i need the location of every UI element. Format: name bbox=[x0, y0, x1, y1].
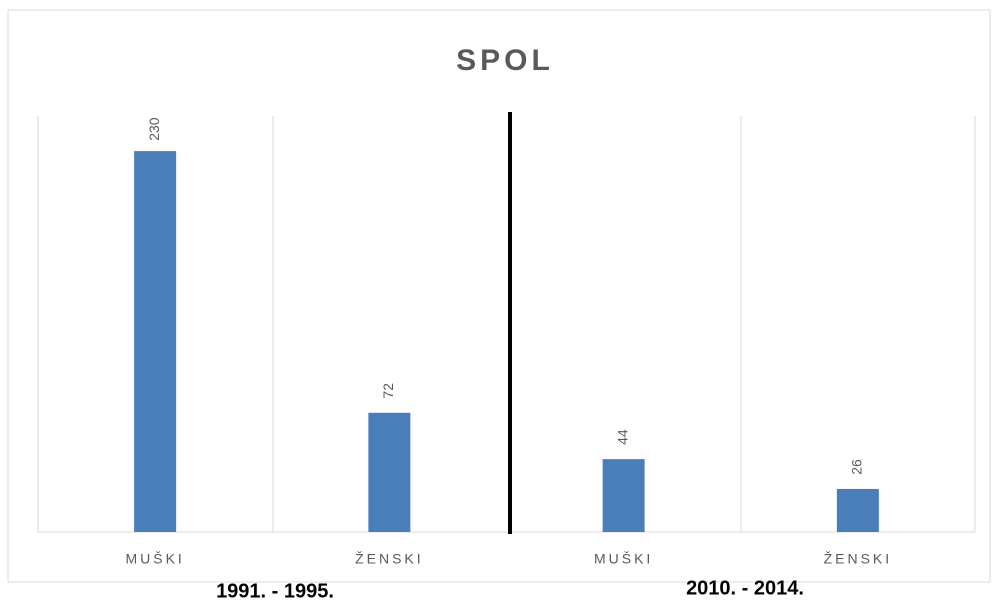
x-tick-label: MUŠKI bbox=[125, 551, 184, 567]
data-label: 44 bbox=[614, 429, 630, 445]
grid bbox=[37, 116, 976, 533]
chart-title: SPOL bbox=[456, 44, 554, 77]
bar bbox=[602, 459, 645, 532]
x-tick-label: ŽENSKI bbox=[824, 551, 893, 567]
bar bbox=[836, 488, 879, 532]
x-tick-label: MUŠKI bbox=[594, 551, 653, 567]
bar bbox=[368, 412, 411, 532]
data-label: 26 bbox=[849, 459, 865, 475]
group-label: 2010. - 2014. bbox=[686, 577, 804, 599]
data-label: 230 bbox=[146, 117, 162, 141]
bar bbox=[134, 151, 177, 532]
group-label: 1991. - 1995. bbox=[216, 580, 334, 602]
x-tick-label: ŽENSKI bbox=[355, 551, 424, 567]
data-label: 72 bbox=[380, 383, 396, 399]
